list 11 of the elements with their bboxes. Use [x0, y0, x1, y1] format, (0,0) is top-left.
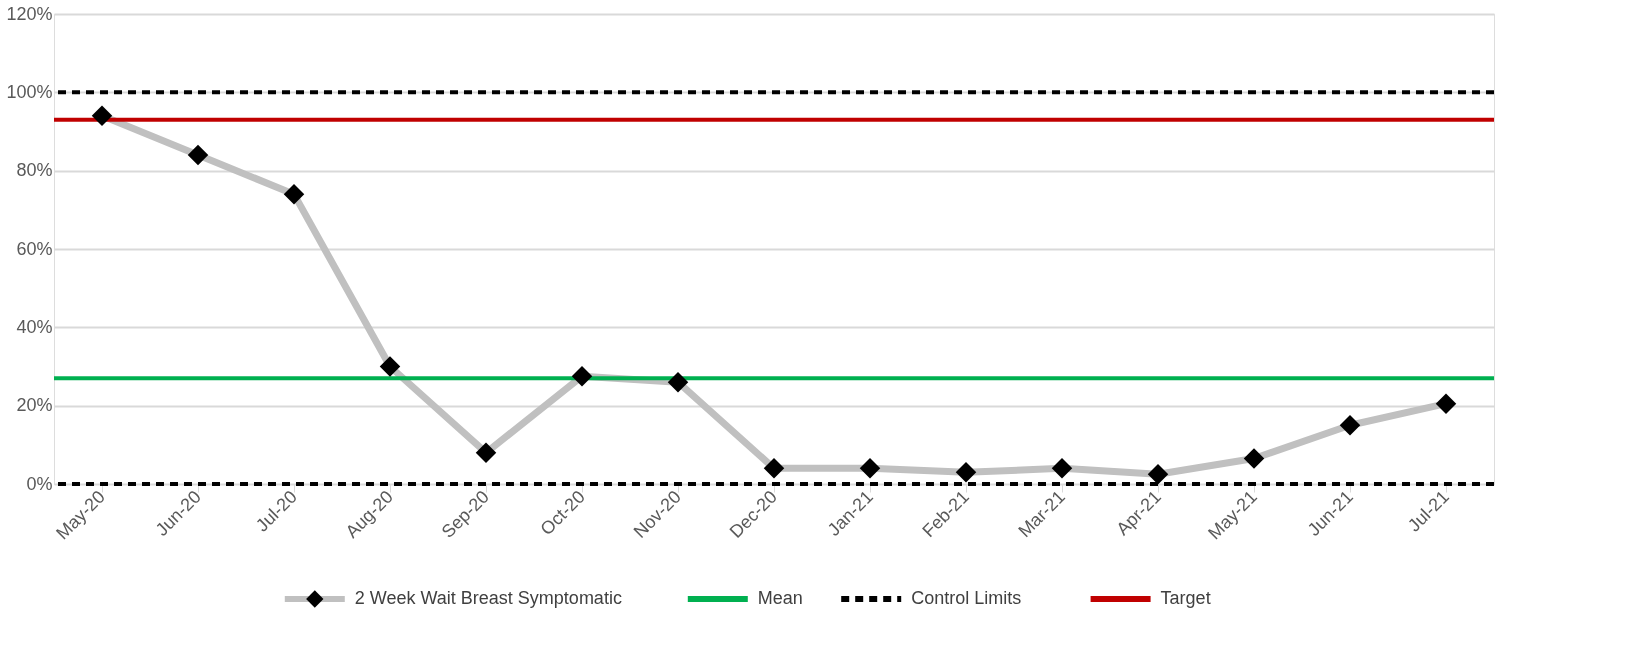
y-tick-label: 0%	[26, 473, 53, 494]
y-tick-label: 80%	[16, 160, 53, 181]
legend-label: 2 Week Wait Breast Symptomatic	[354, 588, 622, 608]
legend-label: Target	[1160, 588, 1211, 608]
y-tick-label: 120%	[6, 3, 53, 24]
y-tick-label: 40%	[16, 316, 53, 337]
y-tick-label: 60%	[16, 238, 53, 259]
y-tick-label: 20%	[16, 395, 53, 416]
legend-label: Control Limits	[911, 588, 1022, 608]
y-tick-label: 100%	[6, 81, 53, 102]
legend-label: Mean	[757, 588, 803, 608]
